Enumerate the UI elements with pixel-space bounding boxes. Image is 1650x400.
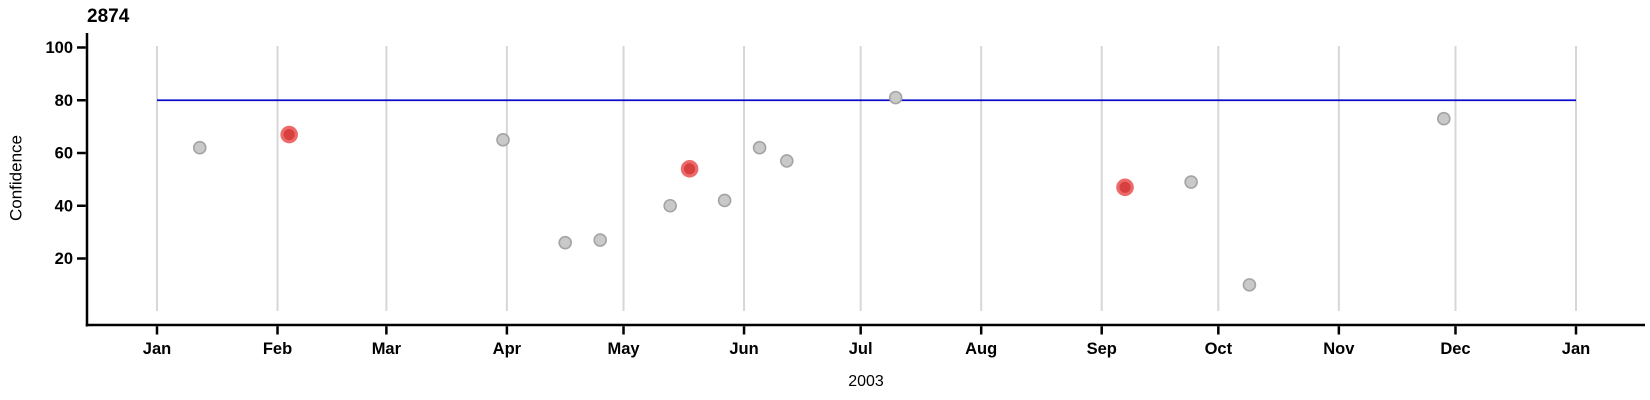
data-point [192,140,207,155]
x-tick-label: Aug [965,340,997,358]
y-tick-label: 100 [45,39,73,57]
data-point [558,235,573,250]
data-point [717,193,732,208]
data-point [496,133,510,147]
data-points [192,90,1451,292]
y-axis-label: Confidence [7,135,26,221]
x-tick-label: Sep [1087,340,1117,358]
y-tick-label: 60 [55,145,73,163]
y-tick-label: 80 [55,92,73,110]
x-tick-label: Jan [143,340,171,358]
data-point [1242,278,1257,292]
data-point [1184,175,1198,189]
chart-title: 2874 [87,6,130,27]
y-axis-ticks [77,46,86,260]
data-point [752,140,767,155]
x-axis-year-label: 2003 [848,373,884,390]
x-tick-label: Nov [1323,340,1355,358]
x-tick-label: Feb [263,340,292,358]
x-axis-ticks [155,326,1578,335]
data-point [780,154,794,168]
data-point [593,233,607,247]
x-tick-label: Jan [1562,340,1590,358]
y-tick-label: 20 [55,250,73,268]
y-axis-tick-labels: 20 40 60 80 100 [45,39,73,268]
x-tick-label: Oct [1205,340,1233,358]
data-point [1437,111,1451,126]
highlighted-data-point [1116,178,1134,197]
x-axis-tick-labels: Jan Feb Mar Apr May Jun Jul Aug Sep Oct Nov Dec Jan [143,340,1590,358]
data-point [663,198,677,213]
x-tick-label: Dec [1440,340,1470,358]
data-point [888,90,903,105]
x-tick-label: Mar [372,340,402,358]
x-tick-label: Jul [849,340,873,358]
highlighted-data-point [280,125,298,144]
x-tick-label: Apr [493,340,522,358]
month-gridlines [156,46,1577,311]
highlighted-data-point [680,160,699,178]
x-tick-label: Jun [729,340,758,358]
y-tick-label: 40 [55,197,73,215]
x-tick-label: May [607,340,640,358]
